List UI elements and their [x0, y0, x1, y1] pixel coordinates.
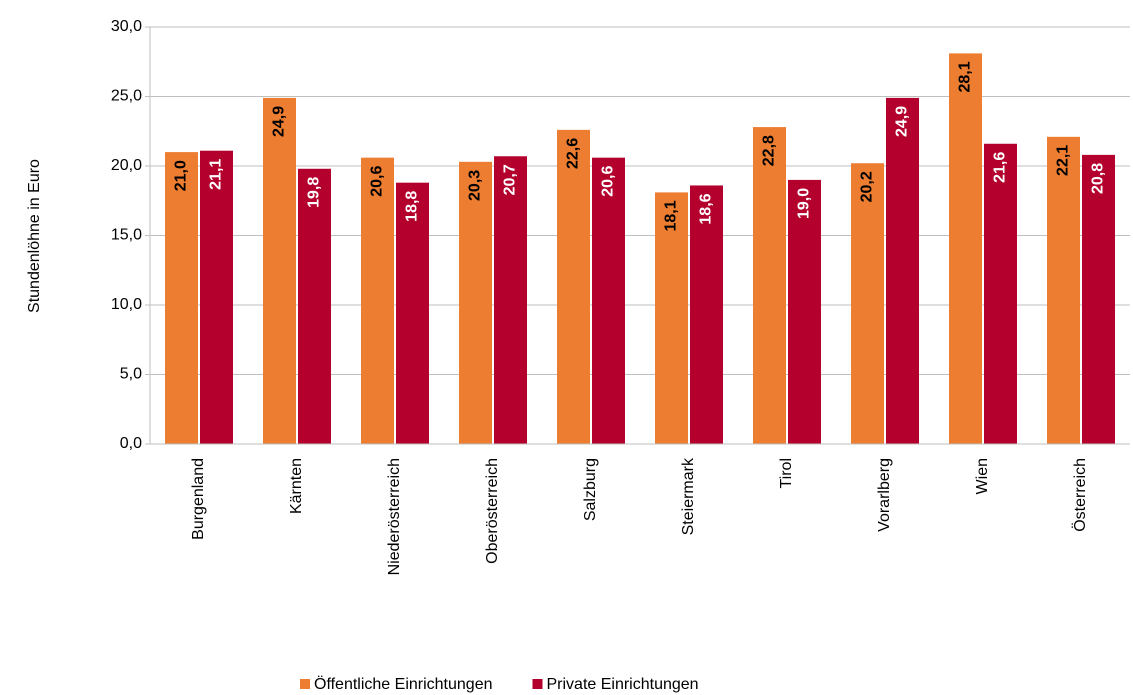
data-label: 21,0: [173, 160, 190, 191]
data-label: 18,6: [698, 193, 715, 224]
bar: [984, 143, 1017, 444]
bar: [1082, 154, 1115, 444]
y-tick-label: 10,0: [111, 296, 142, 313]
x-tick-label: Niederösterreich: [386, 458, 403, 575]
data-label: 20,6: [600, 166, 617, 197]
data-label: 22,6: [565, 138, 582, 169]
bar: [655, 192, 688, 444]
x-tick-label: Salzburg: [582, 458, 599, 521]
bar: [592, 157, 625, 444]
y-tick-label: 15,0: [111, 227, 142, 244]
data-label: 24,9: [271, 106, 288, 137]
y-tick-label: 5,0: [120, 366, 142, 383]
data-label: 22,8: [761, 135, 778, 166]
bar: [459, 161, 492, 444]
bar: [690, 185, 723, 444]
data-label: 20,3: [467, 170, 484, 201]
bar: [788, 179, 821, 444]
bar: [1047, 136, 1080, 444]
bar: [396, 182, 429, 444]
data-label: 21,6: [992, 152, 1009, 183]
data-label: 20,2: [859, 171, 876, 202]
legend-marker: [532, 679, 543, 689]
data-label: 19,8: [306, 177, 323, 208]
bar: [886, 97, 919, 444]
data-label: 18,8: [404, 191, 421, 222]
y-tick-label: 0,0: [120, 435, 142, 452]
data-label: 18,1: [663, 200, 680, 231]
data-label: 21,1: [208, 159, 225, 190]
x-tick-label: Steiermark: [680, 457, 697, 535]
y-axis-title: Stundenlöhne in Euro: [26, 159, 43, 313]
data-label: 19,0: [796, 188, 813, 219]
data-label: 20,6: [369, 166, 386, 197]
bar: [298, 168, 331, 444]
data-label: 20,8: [1090, 163, 1107, 194]
data-label: 28,1: [957, 61, 974, 92]
bar: [557, 129, 590, 445]
y-tick-label: 25,0: [111, 88, 142, 105]
x-tick-label: Österreich: [1071, 458, 1089, 532]
bar: [263, 97, 296, 444]
bar: [949, 53, 982, 444]
x-tick-label: Vorarlberg: [876, 458, 893, 532]
x-tick-label: Tirol: [778, 458, 795, 489]
bar: [165, 152, 198, 444]
bar: [753, 127, 786, 444]
bar: [494, 156, 527, 444]
y-tick-label: 30,0: [111, 18, 142, 35]
bar: [200, 150, 233, 444]
data-label: 22,1: [1055, 145, 1072, 176]
x-tick-label: Wien: [974, 458, 991, 494]
bar: [361, 157, 394, 444]
legend-marker: [300, 679, 310, 689]
legend-label: Öffentliche Einrichtungen: [314, 675, 492, 693]
data-label: 24,9: [894, 106, 911, 137]
bar: [851, 163, 884, 444]
data-label: 20,7: [502, 164, 519, 195]
x-tick-label: Burgenland: [190, 458, 207, 540]
legend-label: Private Einrichtungen: [546, 676, 698, 693]
x-tick-label: Oberösterreich: [484, 458, 501, 564]
x-tick-label: Kärnten: [288, 458, 305, 514]
y-tick-label: 20,0: [111, 157, 142, 174]
